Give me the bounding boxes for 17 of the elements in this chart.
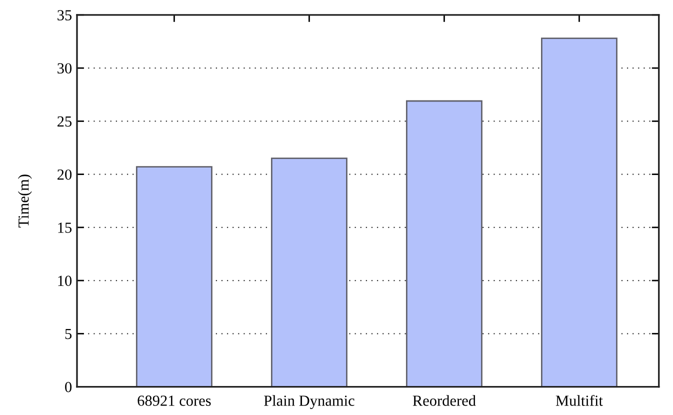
y-tick-label: 0 (65, 382, 72, 392)
y-tick-label: 35 (58, 10, 72, 20)
y-tick-label: 5 (65, 328, 72, 340)
y-tick-label: 15 (58, 222, 72, 233)
y-tick-label: 25 (58, 116, 72, 127)
x-tick-label: Multifit (556, 394, 603, 406)
y-tick-label: 20 (58, 169, 72, 180)
y-tick-label: 10 (58, 276, 72, 286)
bar (540, 38, 618, 387)
bar (136, 166, 212, 387)
x-tick-label: Reordered (412, 395, 476, 406)
x-tick-label: Plain Dynamic (264, 395, 354, 410)
y-axis-title: Time(m) (18, 174, 32, 228)
y-tick-label: 30 (58, 63, 72, 74)
x-tick-label: 68921 cores (138, 396, 211, 406)
bar (406, 100, 482, 387)
bar (270, 158, 348, 387)
